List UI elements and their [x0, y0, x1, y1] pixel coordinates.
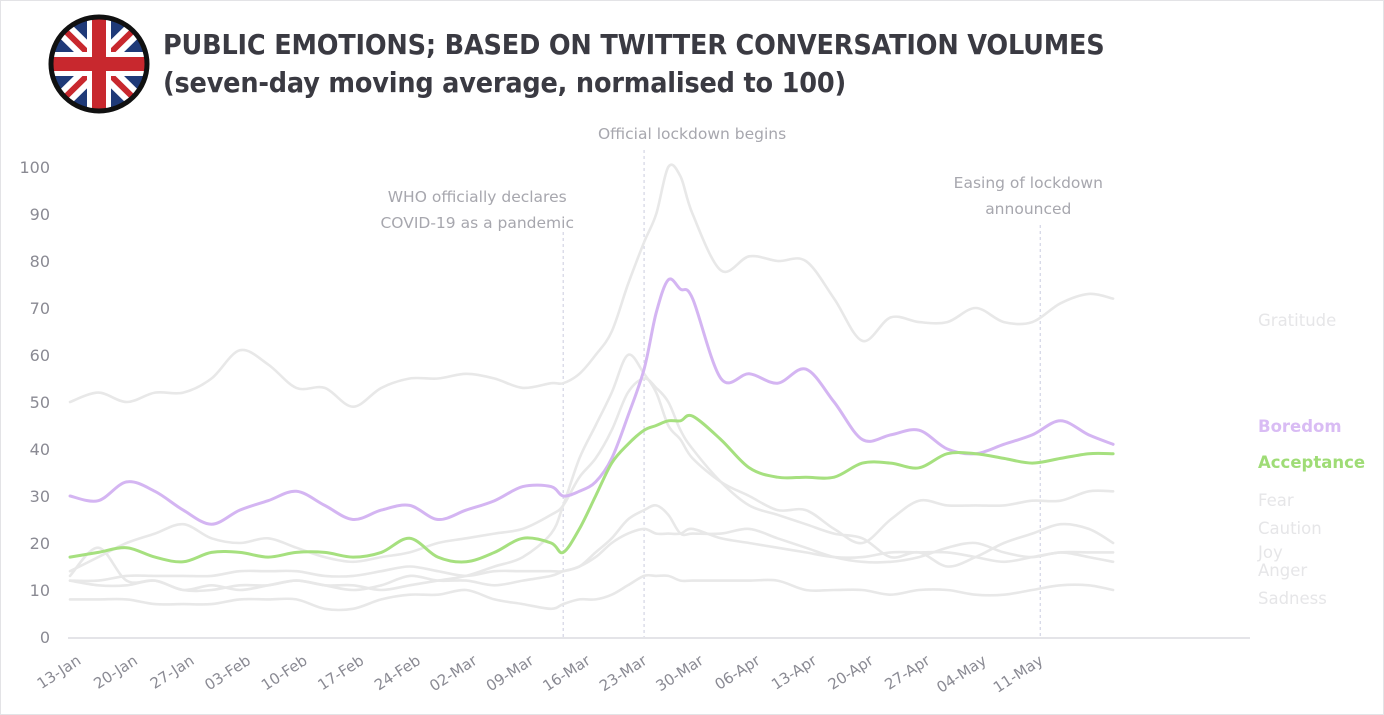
legend-label-sadness: Sadness — [1258, 589, 1327, 608]
chart-title-line1: PUBLIC EMOTIONS; BASED ON TWITTER CONVER… — [163, 29, 1105, 61]
y-tick-label: 100 — [19, 158, 50, 177]
annotation-text: announced — [985, 200, 1071, 218]
annotation-text: Official lockdown begins — [598, 125, 786, 143]
series-line-anger — [68, 503, 1115, 592]
y-tick-label: 0 — [40, 628, 50, 647]
legend-label-anger: Anger — [1258, 561, 1307, 580]
legend-label-joy: Joy — [1257, 543, 1283, 562]
y-tick-label: 40 — [30, 440, 50, 459]
series-line-sadness — [68, 573, 1115, 612]
y-axis: 0 10 20 30 40 50 60 70 80 90 100 — [19, 158, 50, 647]
x-tick-label: 06-Apr — [712, 651, 765, 694]
x-tick-label: 30-Mar — [653, 651, 708, 695]
x-tick-label: 11-May — [990, 651, 1046, 696]
x-tick-label: 20-Jan — [90, 651, 140, 692]
y-tick-label: 90 — [30, 205, 50, 224]
y-tick-label: 70 — [30, 299, 50, 318]
x-tick-label: 13-Jan — [34, 651, 84, 692]
chart-title: PUBLIC EMOTIONS; BASED ON TWITTER CONVER… — [163, 26, 1105, 102]
union-jack-flag-icon — [48, 14, 150, 114]
legend-label-fear: Fear — [1258, 491, 1294, 510]
legend-label-boredom: Boredom — [1258, 417, 1342, 436]
x-tick-label: 16-Mar — [539, 651, 594, 695]
legend-label-caution: Caution — [1258, 519, 1322, 538]
x-tick-label: 20-Apr — [825, 651, 878, 694]
x-tick-label: 17-Feb — [315, 651, 368, 694]
x-axis: 13-Jan 20-Jan 27-Jan 03-Feb 10-Feb 17-Feb 24-F… — [34, 651, 1047, 697]
y-tick-label: 80 — [30, 252, 50, 271]
x-tick-label: 27-Apr — [881, 651, 934, 694]
series-lines — [68, 163, 1115, 612]
legend: Gratitude Boredom Acceptance Fear Caution Joy… — [1257, 311, 1365, 608]
y-tick-label: 60 — [30, 346, 50, 365]
y-tick-label: 50 — [30, 393, 50, 412]
x-tick-label: 13-Apr — [768, 651, 821, 694]
annotation-text: COVID-19 as a pandemic — [380, 214, 574, 232]
y-tick-label: 10 — [30, 581, 50, 600]
annotations: WHO officially declares COVID-19 as a pan… — [380, 125, 1103, 637]
x-tick-label: 09-Mar — [483, 651, 538, 695]
x-tick-label: 02-Mar — [426, 651, 481, 695]
series-line-acceptance — [68, 413, 1115, 564]
x-tick-label: 24-Feb — [371, 651, 424, 694]
x-tick-label: 27-Jan — [147, 651, 197, 692]
series-line-gratitude — [68, 163, 1115, 408]
series-line-caution — [68, 377, 1115, 573]
legend-label-gratitude: Gratitude — [1258, 311, 1336, 330]
annotation-text: Easing of lockdown — [954, 174, 1103, 192]
chart-subtitle: (seven-day moving average, normalised to… — [163, 67, 846, 99]
x-tick-label: 10-Feb — [258, 651, 311, 694]
y-tick-label: 30 — [30, 487, 50, 506]
series-line-joy — [68, 527, 1115, 583]
annotation-text: WHO officially declares — [388, 188, 567, 206]
x-tick-label: 03-Feb — [201, 651, 254, 694]
y-tick-label: 20 — [30, 534, 50, 553]
x-tick-label: 04-May — [933, 651, 989, 696]
series-line-boredom — [68, 277, 1115, 526]
x-tick-label: 23-Mar — [596, 651, 651, 695]
legend-label-acceptance: Acceptance — [1258, 453, 1365, 472]
